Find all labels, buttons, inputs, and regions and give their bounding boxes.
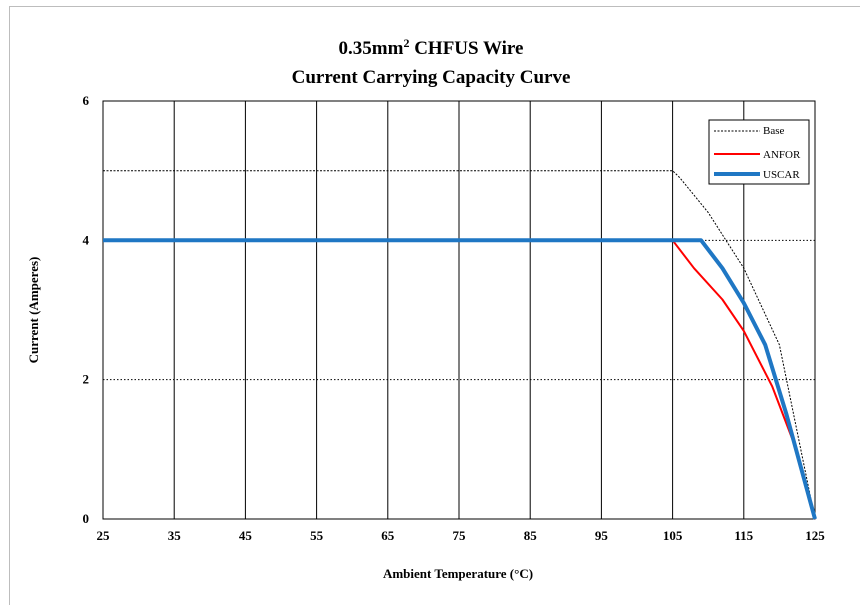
ticks-layer: 25 35 45 55 65 75 85 95 105 115 125 0 2 4 6	[83, 93, 826, 543]
series-layer	[103, 170, 817, 520]
legend-label-base: Base	[763, 125, 785, 137]
chart-subtitle: Current Carrying Capacity Curve	[292, 67, 571, 88]
x-tick-label: 115	[734, 528, 753, 543]
x-axis-label: Ambient Temperature (°C)	[383, 566, 533, 581]
x-tick-label: 55	[310, 528, 324, 543]
x-tick-label: 35	[168, 528, 182, 543]
x-tick-label: 75	[453, 528, 467, 543]
x-tick-label: 45	[239, 528, 253, 543]
series-line-uscar	[103, 238, 817, 520]
x-tick-label: 65	[381, 528, 395, 543]
chart-title: 0.35mm2 CHFUS Wire	[339, 36, 524, 59]
series-line-base	[103, 170, 816, 520]
legend-label-anfor: ANFOR	[763, 149, 801, 161]
grid-layer	[102, 100, 816, 520]
y-axis-label: Current (Amperes)	[26, 257, 41, 364]
plot-area-border	[102, 100, 816, 520]
x-tick-label: 25	[97, 528, 111, 543]
x-tick-label: 105	[663, 528, 683, 543]
y-tick-label: 6	[83, 93, 90, 108]
legend: Base ANFOR USCAR	[708, 119, 810, 185]
chart-frame	[9, 6, 860, 605]
legend-label-uscar: USCAR	[763, 169, 800, 181]
x-tick-label: 125	[805, 528, 825, 543]
y-tick-label: 0	[83, 511, 90, 526]
y-tick-label: 4	[83, 232, 90, 247]
y-tick-label: 2	[83, 372, 90, 387]
x-tick-label: 85	[524, 528, 538, 543]
x-tick-label: 95	[595, 528, 609, 543]
